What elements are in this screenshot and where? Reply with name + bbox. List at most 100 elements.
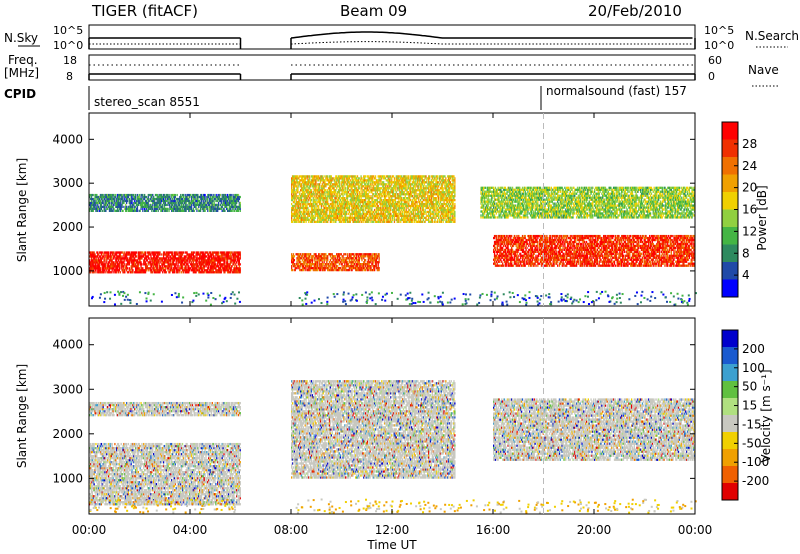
echo-cell [179,251,181,254]
echo-cell [111,261,113,264]
echo-cell [212,195,214,199]
echo-cell [318,175,320,178]
echo-cell [316,220,318,223]
echo-cell [332,255,334,258]
echo-cell [93,251,95,254]
echo-cell [307,218,309,221]
echo-cell [327,193,330,196]
echo-cell [346,216,349,220]
echo-cell [106,259,108,262]
echo-cell [305,185,307,188]
echo-cell [114,209,116,212]
echo-cell [334,193,336,196]
echo-cell [186,269,188,272]
echo-cell [297,175,299,178]
echo-cell [113,199,115,203]
echo-cell [199,251,202,254]
echo-cell [305,200,307,204]
echo-cell [92,259,94,262]
echo-cell [207,257,209,260]
echo-cell [195,203,197,207]
echo-cell [188,271,190,274]
echo-cell [134,263,137,266]
echo-cell [303,200,305,204]
echo-cell [117,199,120,203]
echo-cell [321,261,323,264]
echo-cell [333,212,335,216]
echo-cell [318,264,321,268]
echo-cell [338,175,341,178]
echo-cell [161,263,163,266]
echo-cell [144,209,146,212]
echo-cell [302,200,305,204]
echo-cell [321,198,323,202]
echo-cell [331,179,333,182]
echo-cell [128,193,130,197]
echo-cell [344,210,346,214]
echo-cell [323,257,325,260]
echo-cell [125,255,128,258]
echo-cell [339,189,341,192]
echo-cell [163,199,166,203]
echo-cell [342,183,344,186]
echo-cell [300,183,302,186]
echo-cell [220,259,222,262]
echo-cell [122,267,124,270]
echo-cell [306,268,308,272]
echo-cell [350,253,352,256]
echo-cell [207,271,209,274]
echo-cell [134,199,136,203]
echo-cell [174,209,176,212]
echo-cell [203,197,205,201]
echo-cell [205,203,207,207]
echo-cell [181,193,184,197]
echo-cell [185,263,187,266]
echo-cell [89,195,91,199]
echo-cell [344,208,346,212]
echo-cell [239,253,241,256]
echo-cell [320,193,323,196]
echo-cell [213,263,215,266]
echo-cell [125,267,127,270]
echo-cell [366,264,369,268]
echo-cell [316,193,318,196]
echo-cell [341,263,343,266]
echo-cell [371,208,373,212]
echo-cell [204,207,206,211]
echo-cell [309,189,312,192]
echo-cell [367,189,369,192]
echo-cell [370,261,372,264]
echo-cell [339,208,341,212]
echo-cell [321,177,323,180]
echo-cell [296,253,298,256]
echo-cell [124,257,126,260]
echo-cell [298,198,300,202]
echo-cell [335,216,337,220]
echo-cell [332,210,334,214]
echo-cell [98,251,101,254]
echo-cell [324,191,326,194]
echo-cell [93,265,95,268]
echo-cell [188,205,190,209]
echo-cell [185,267,187,270]
echo-cell [300,193,303,196]
echo-cell [332,218,334,221]
echo-cell [331,264,333,268]
echo-cell [228,199,231,203]
echo-cell [323,210,325,214]
echo-cell [158,259,160,262]
echo-cell [232,257,234,260]
echo-cell [328,216,331,220]
echo-cell [101,263,103,266]
echo-cell [120,267,122,270]
echo-cell [306,183,308,186]
echo-cell [125,263,128,266]
echo-cell [103,207,105,211]
echo-cell [228,251,231,254]
echo-cell [308,259,310,262]
echo-cell [181,259,184,262]
echo-cell [291,185,293,188]
echo-cell [217,197,219,201]
echo-cell [339,187,341,190]
echo-cell [304,179,306,182]
